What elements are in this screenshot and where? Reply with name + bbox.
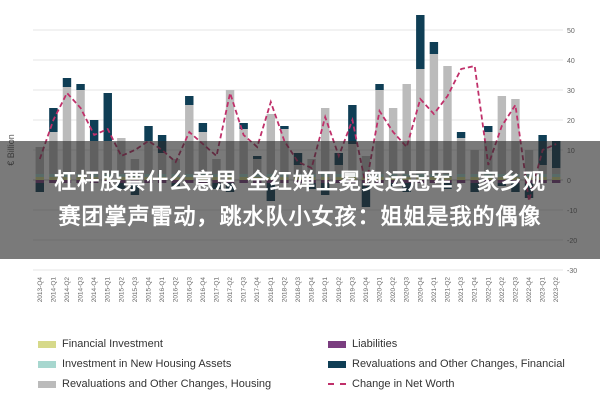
legend-swatch	[328, 360, 346, 368]
x-tick-label: 2019-Q4	[363, 277, 370, 303]
x-tick-label: 2014-Q1	[50, 277, 57, 303]
bar-segment	[429, 42, 439, 54]
bar-segment	[402, 84, 411, 174]
bar-segment	[185, 105, 194, 174]
legend-item-change-in-net-worth: Change in Net Worth	[328, 378, 455, 390]
x-tick-label: 2021-Q2	[444, 277, 451, 303]
x-tick-label: 2014-Q2	[64, 277, 71, 303]
legend: Financial Investment Liabilities Investm…	[0, 330, 600, 400]
legend-item-liabilities: Liabilities	[328, 338, 397, 350]
x-tick-label: 2019-Q1	[322, 277, 329, 303]
x-tick-label: 2017-Q3	[241, 277, 248, 303]
legend-item-financial-investment: Financial Investment	[38, 338, 163, 350]
bar-segment	[416, 69, 425, 174]
bar-segment	[198, 123, 208, 132]
x-tick-label: 2015-Q3	[132, 277, 139, 303]
bar-segment	[280, 126, 289, 129]
x-tick-label: 2023-Q2	[553, 277, 560, 303]
x-tick-label: 2017-Q1	[213, 277, 220, 303]
bar-segment	[89, 120, 99, 141]
x-tick-label: 2017-Q4	[254, 277, 261, 303]
x-tick-label: 2020-Q3	[404, 277, 411, 303]
x-tick-label: 2018-Q1	[268, 277, 275, 303]
legend-swatch	[38, 360, 56, 368]
bar-segment	[484, 126, 493, 132]
x-tick-label: 2021-Q3	[458, 277, 465, 303]
x-tick-label: 2021-Q4	[472, 277, 479, 303]
overlay-banner: 杠杆股票什么意思 全红婵卫冕奥运冠军，家乡观 赛团掌声雷动，跳水队小女孩：姐姐是…	[0, 141, 600, 259]
y-tick-label: 20	[567, 118, 575, 125]
x-tick-label: 2015-Q2	[118, 277, 125, 303]
bar-segment	[443, 66, 452, 174]
legend-dash	[328, 383, 346, 385]
legend-label: Change in Net Worth	[352, 378, 455, 390]
banner-line-1: 杠杆股票什么意思 全红婵卫冕奥运冠军，家乡观	[54, 170, 546, 195]
x-tick-label: 2022-Q1	[485, 277, 492, 303]
legend-item-new-housing: Investment in New Housing Assets	[38, 358, 231, 370]
legend-swatch	[38, 380, 56, 388]
bar-segment	[225, 90, 235, 174]
x-tick-label: 2014-Q3	[78, 277, 85, 303]
x-tick-label: 2019-Q2	[336, 277, 343, 303]
bar-segment	[511, 99, 520, 174]
x-tick-label: 2022-Q2	[499, 277, 506, 303]
bar-segment	[416, 15, 425, 69]
bar-segment	[239, 123, 248, 129]
x-tick-label: 2020-Q1	[377, 277, 384, 303]
legend-item-revaluations-financial: Revaluations and Other Changes, Financia…	[328, 358, 565, 370]
x-tick-label: 2013-Q4	[37, 277, 44, 303]
y-tick-label: -30	[567, 268, 577, 275]
bar-segment	[348, 105, 357, 144]
bar-segment	[62, 78, 72, 87]
legend-label: Financial Investment	[62, 338, 163, 350]
bar-segment	[103, 93, 112, 141]
x-tick-label: 2023-Q1	[540, 277, 547, 303]
x-tick-label: 2015-Q1	[105, 277, 112, 303]
bar-segment	[497, 96, 507, 174]
x-tick-label: 2021-Q1	[431, 277, 438, 303]
x-tick-label: 2016-Q2	[173, 277, 180, 303]
bar-segment	[375, 84, 384, 90]
banner-line-2: 赛团掌声雷动，跳水队小女孩：姐姐是我的偶像	[58, 205, 542, 230]
x-tick-label: 2016-Q1	[159, 277, 166, 303]
bar-segment	[62, 87, 72, 174]
y-tick-label: 30	[567, 88, 575, 95]
x-tick-label: 2022-Q3	[512, 277, 519, 303]
x-tick-label: 2015-Q4	[146, 277, 153, 303]
x-tick-label: 2020-Q4	[417, 277, 424, 303]
bar-segment	[76, 84, 85, 90]
y-tick-label: 40	[567, 58, 575, 65]
x-tick-label: 2018-Q2	[281, 277, 288, 303]
bar-segment	[375, 90, 384, 174]
x-tick-label: 2017-Q2	[227, 277, 234, 303]
legend-swatch	[328, 340, 346, 348]
x-tick-label: 2018-Q4	[309, 277, 316, 303]
bar-segment	[456, 132, 466, 138]
legend-label: Liabilities	[352, 338, 398, 350]
bar-segment	[185, 96, 194, 105]
legend-label: Revaluations and Other Changes, Financia…	[352, 358, 565, 370]
legend-swatch	[38, 340, 56, 348]
bar-segment	[144, 126, 153, 141]
bar-segment	[76, 90, 85, 174]
x-tick-label: 2019-Q3	[349, 277, 356, 303]
x-tick-label: 2016-Q3	[186, 277, 193, 303]
legend-label: Revaluations and Other Changes, Housing	[62, 378, 272, 390]
x-tick-label: 2016-Q4	[200, 277, 207, 303]
x-tick-label: 2018-Q3	[295, 277, 302, 303]
x-tick-label: 2022-Q4	[526, 277, 533, 303]
y-tick-label: 50	[567, 28, 575, 35]
legend-item-revaluations-housing: Revaluations and Other Changes, Housing	[38, 378, 271, 390]
x-tick-label: 2014-Q4	[91, 277, 98, 303]
legend-label: Investment in New Housing Assets	[62, 358, 232, 370]
x-tick-label: 2020-Q2	[390, 277, 397, 303]
